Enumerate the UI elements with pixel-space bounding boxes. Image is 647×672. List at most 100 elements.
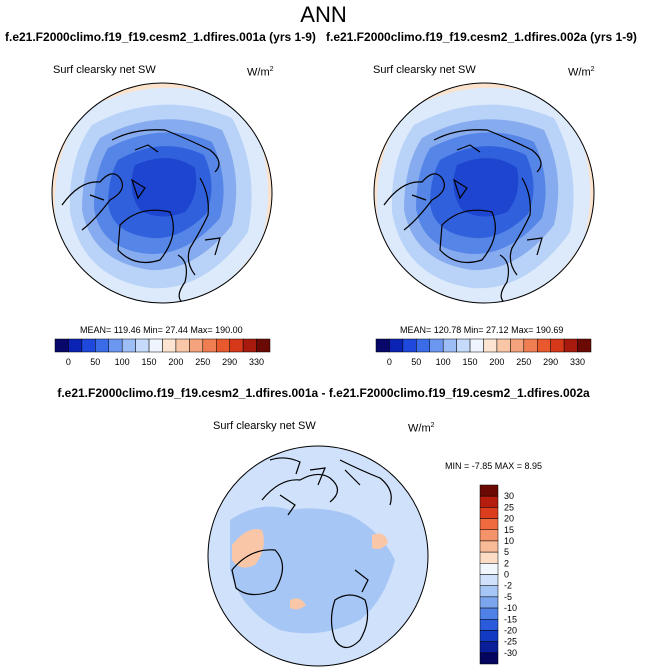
right-colorbar-label: 330	[570, 357, 585, 367]
right-colorbar-label: 100	[436, 357, 451, 367]
left-colorbar-box	[202, 338, 217, 353]
diff-colorbar-box	[479, 529, 499, 542]
diff-units-label: W/m2	[408, 422, 435, 435]
left-variable-label: Surf clearsky net SW	[53, 64, 156, 76]
left-colorbar-box	[121, 338, 136, 353]
diff-polar-map	[208, 446, 428, 666]
diff-colorbar-label: 30	[504, 491, 514, 501]
diff-colorbar-label: 5	[504, 547, 509, 557]
diff-colorbar-label: -30	[504, 648, 517, 658]
diff-colorbar-box	[479, 585, 499, 598]
diff-colorbar-label: -15	[504, 614, 517, 624]
right-coastline-scandinavia	[499, 254, 510, 303]
diff-colorbar-box	[479, 641, 499, 654]
left-colorbar-box	[81, 338, 96, 353]
left-colorbar-box	[54, 338, 69, 353]
diff-title: f.e21.F2000climo.f19_f19.cesm2_1.dfires.…	[57, 386, 590, 400]
diff-variable-label: Surf clearsky net SW	[213, 420, 316, 432]
right-colorbar-label: 200	[489, 357, 504, 367]
right-colorbar-box	[510, 338, 525, 353]
diff-colorbar-label: -20	[504, 625, 517, 635]
diff-colorbar-box	[479, 495, 499, 508]
right-colorbar-label: 150	[463, 357, 478, 367]
right-coastline-greenland	[439, 209, 496, 263]
left-colorbar-box	[216, 338, 230, 353]
right-colorbar-label: 0	[387, 357, 392, 367]
diff-map-border	[207, 445, 429, 667]
right-colorbar-box	[550, 338, 565, 353]
left-units-label: W/m2	[247, 66, 274, 79]
left-coastline-canada	[61, 173, 146, 231]
diff-colorbar-label: 15	[504, 525, 514, 535]
diff-map-positive-south	[290, 598, 306, 610]
diff-stats: MIN = -7.85 MAX = 8.95	[445, 461, 543, 471]
diff-coastline-canada	[261, 467, 339, 516]
left-colorbar-box	[108, 338, 123, 353]
right-colorbar-label: 250	[516, 357, 531, 367]
diff-colorbar-label: -25	[504, 637, 517, 647]
left-colorbar-box	[189, 338, 204, 353]
right-colorbar-box	[577, 338, 592, 353]
page-title: ANN	[300, 2, 347, 27]
right-colorbar-box	[523, 338, 538, 353]
left-coastline-greenland	[117, 209, 174, 263]
diff-colorbar-box	[479, 574, 499, 586]
left-colorbar-label: 290	[222, 357, 237, 367]
right-colorbar-box	[416, 338, 430, 353]
diff-map-positive-east	[372, 533, 388, 550]
right-colorbar-box	[375, 338, 390, 353]
right-colorbar-box	[563, 338, 578, 353]
right-coastline-europe	[509, 177, 543, 276]
right-colorbar: 0 50 100 150 200 250 290 330	[375, 338, 592, 367]
left-colorbar: 0 50 100 150 200 250 290 330	[54, 338, 271, 367]
diff-colorbar-box	[479, 619, 499, 631]
diff-colorbar-box	[479, 484, 499, 497]
right-polar-map	[374, 83, 594, 303]
diff-coastline-europe	[330, 569, 369, 649]
left-colorbar-box	[242, 338, 257, 353]
diff-colorbar-label: -2	[504, 581, 512, 591]
right-colorbar-label: 50	[411, 357, 421, 367]
diff-colorbar-label: 10	[504, 536, 514, 546]
diff-colorbar-label: -10	[504, 603, 517, 613]
left-coastline-siberia	[111, 129, 220, 173]
diff-coastline-alaska	[269, 457, 301, 475]
right-colorbar-box	[483, 338, 498, 353]
diff-colorbar-box	[479, 551, 499, 564]
left-colorbar-box	[229, 338, 244, 353]
right-case-title: f.e21.F2000climo.f19_f19.cesm2_1.dfires.…	[326, 30, 637, 44]
diff-colorbar-box	[479, 563, 499, 575]
left-colorbar-label: 250	[195, 357, 210, 367]
diff-colorbar-label: 2	[504, 558, 509, 568]
right-colorbar-box	[537, 338, 551, 353]
right-colorbar-box	[456, 338, 471, 353]
left-colorbar-box	[135, 338, 150, 353]
diff-colorbar-box	[479, 507, 499, 519]
diff-map-positive-greenland	[232, 529, 264, 568]
left-colorbar-box	[256, 338, 271, 353]
diff-colorbar-box	[479, 518, 499, 530]
right-variable-label: Surf clearsky net SW	[373, 64, 476, 76]
left-case-title: f.e21.F2000climo.f19_f19.cesm2_1.dfires.…	[5, 30, 316, 44]
diff-map-negative-area	[230, 506, 395, 634]
left-colorbar-label: 330	[249, 357, 264, 367]
right-colorbar-box	[469, 338, 484, 353]
right-units-label: W/m2	[568, 66, 595, 79]
diff-colorbar-box	[479, 652, 499, 665]
left-colorbar-label: 0	[66, 357, 71, 367]
right-map-ring-6	[453, 158, 519, 217]
right-colorbar-box	[496, 338, 511, 353]
diff-colorbar-box	[479, 540, 499, 553]
right-colorbar-box	[429, 338, 444, 353]
right-colorbar-box	[389, 338, 404, 353]
left-colorbar-box	[148, 338, 163, 353]
left-colorbar-box	[68, 338, 83, 353]
right-colorbar-label: 290	[543, 357, 558, 367]
left-map-ring-6	[131, 158, 197, 217]
diff-colorbar-label: 20	[504, 514, 514, 524]
right-stats: MEAN= 120.78 Min= 27.12 Max= 190.69	[400, 325, 564, 335]
left-map-border	[51, 82, 273, 304]
left-colorbar-box	[175, 338, 190, 353]
